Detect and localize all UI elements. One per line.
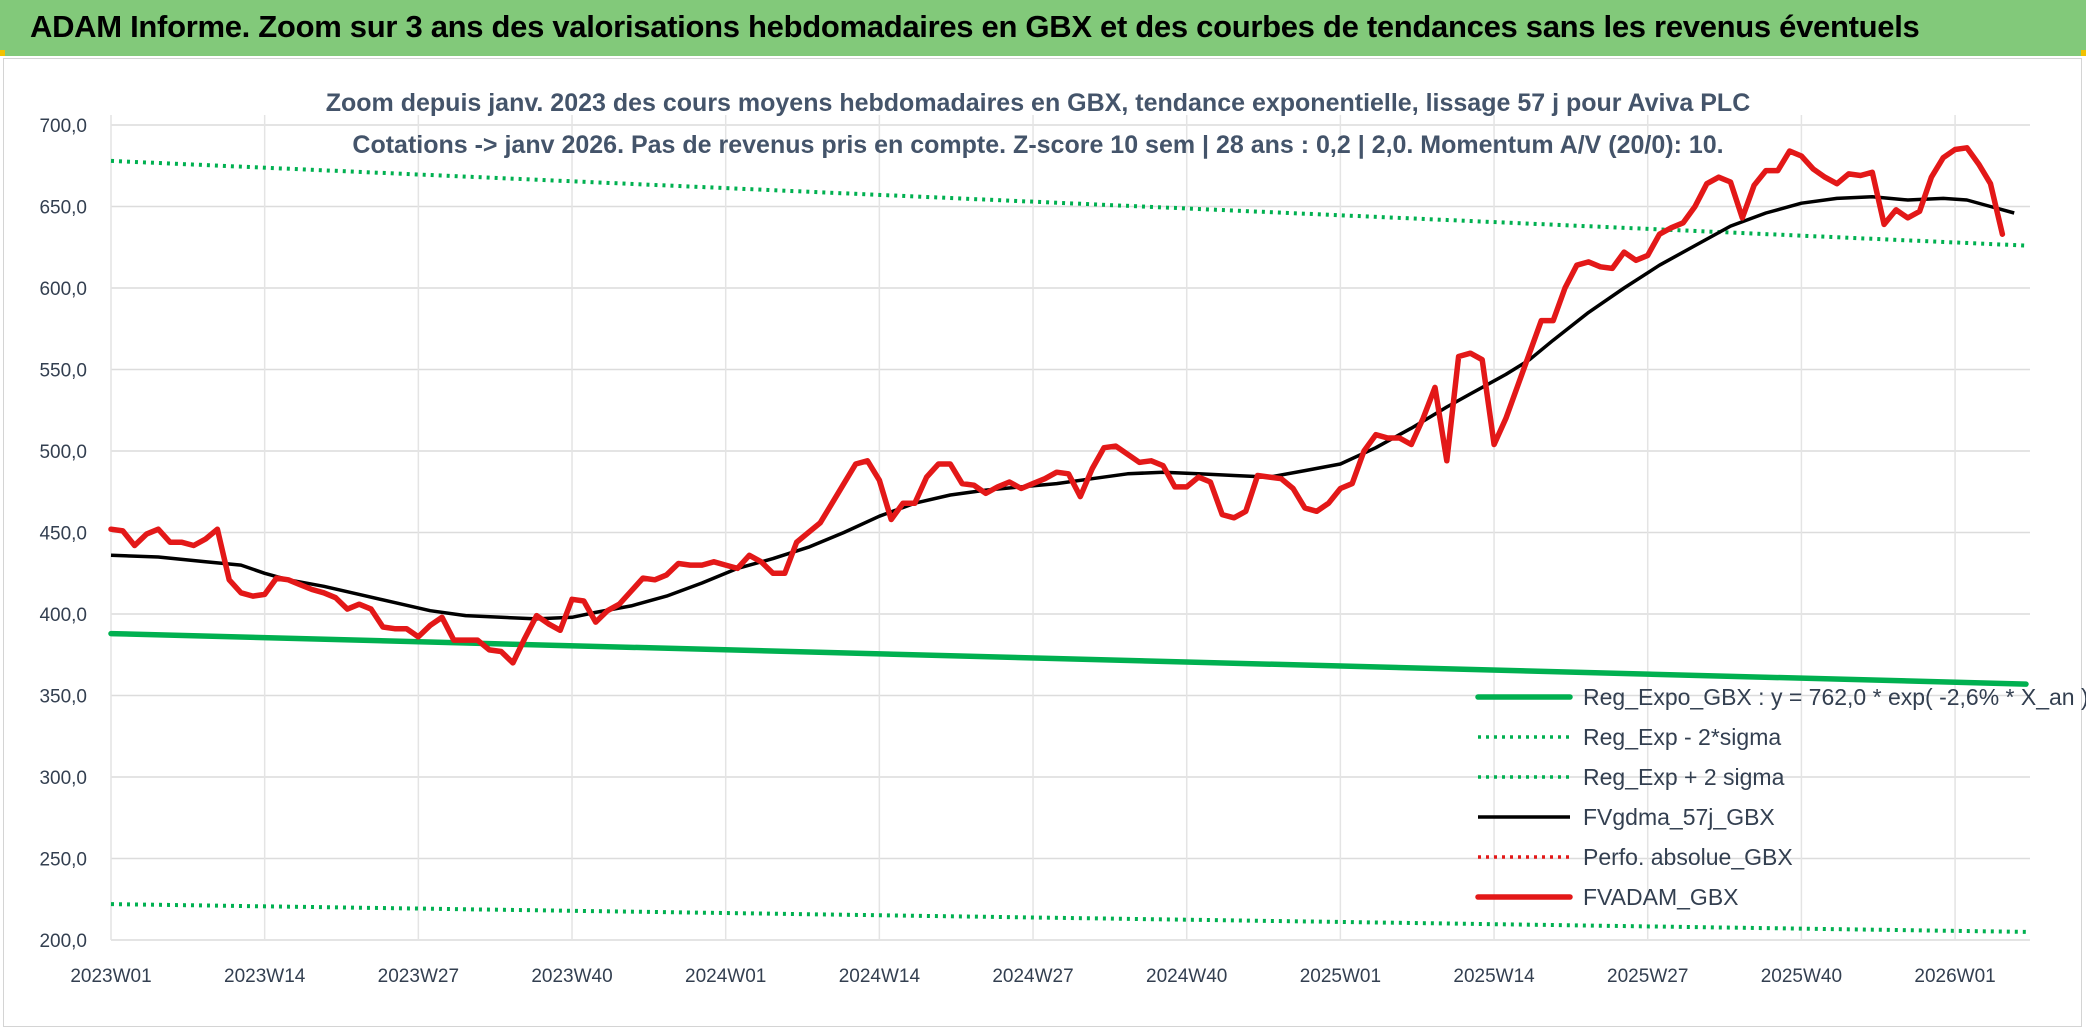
series-line-5 (108, 145, 2006, 666)
x-tick-label: 2025W40 (1761, 966, 1842, 987)
x-tick-label: 2023W14 (224, 966, 306, 987)
series-line-3 (110, 194, 2015, 621)
report-title: ADAM Informe. Zoom sur 3 ans des valoris… (30, 9, 1920, 44)
chart-legend: Reg_Expo_GBX : y = 762,0 * exp( -2,6% * … (1475, 684, 2086, 910)
y-tick-label: 300,0 (39, 768, 87, 789)
legend-label: FVADAM_GBX (1583, 884, 1739, 910)
y-tick-label: 400,0 (39, 605, 87, 626)
series-line-1 (110, 902, 2027, 934)
chart-grid (110, 115, 2030, 941)
y-tick-label: 600,0 (39, 279, 87, 300)
banner-corner-left (0, 50, 5, 56)
x-tick-label: 2024W14 (839, 966, 921, 987)
y-tick-label: 450,0 (39, 524, 87, 545)
chart-ticks: 200,0 250,0 300,0 350,0 400,0 450,0 500,0 550,0… (39, 116, 1995, 987)
y-tick-label: 500,0 (39, 442, 87, 463)
x-tick-label: 2023W27 (378, 966, 459, 987)
x-tick-label: 2024W27 (992, 966, 1073, 987)
x-tick-label: 2023W40 (531, 966, 612, 987)
chart-subtitle-line-2: Cotations -> janv 2026. Pas de revenus p… (352, 131, 1723, 159)
report-banner: ADAM Informe. Zoom sur 3 ans des valoris… (0, 0, 2086, 56)
y-tick-label: 650,0 (39, 198, 87, 219)
y-tick-label: 200,0 (39, 931, 87, 952)
x-tick-label: 2024W40 (1146, 966, 1227, 987)
chart-series (108, 145, 2029, 934)
legend-label: Reg_Exp - 2*sigma (1583, 724, 1781, 750)
legend-label: Reg_Expo_GBX : y = 762,0 * exp( -2,6% * … (1583, 684, 2086, 710)
series-line-0 (108, 630, 2029, 687)
y-tick-label: 350,0 (39, 687, 87, 708)
y-tick-label: 550,0 (39, 361, 87, 382)
x-tick-label: 2026W01 (1914, 966, 1995, 987)
legend-label: Perfo. absolue_GBX (1583, 844, 1793, 870)
x-tick-label: 2024W01 (685, 966, 766, 987)
legend-label: Reg_Exp + 2 sigma (1583, 764, 1785, 790)
legend-label: FVgdma_57j_GBX (1583, 804, 1775, 830)
chart-subtitle-line-1: Zoom depuis janv. 2023 des cours moyens … (326, 89, 1751, 117)
y-tick-label: 700,0 (39, 116, 87, 137)
x-tick-label: 2025W14 (1453, 966, 1535, 987)
x-tick-label: 2023W01 (70, 966, 151, 987)
y-tick-label: 250,0 (39, 850, 87, 871)
x-tick-label: 2025W01 (1300, 966, 1381, 987)
chart-frame (3, 58, 2082, 1027)
x-tick-label: 2025W27 (1607, 966, 1688, 987)
banner-corner-right (2081, 50, 2086, 56)
